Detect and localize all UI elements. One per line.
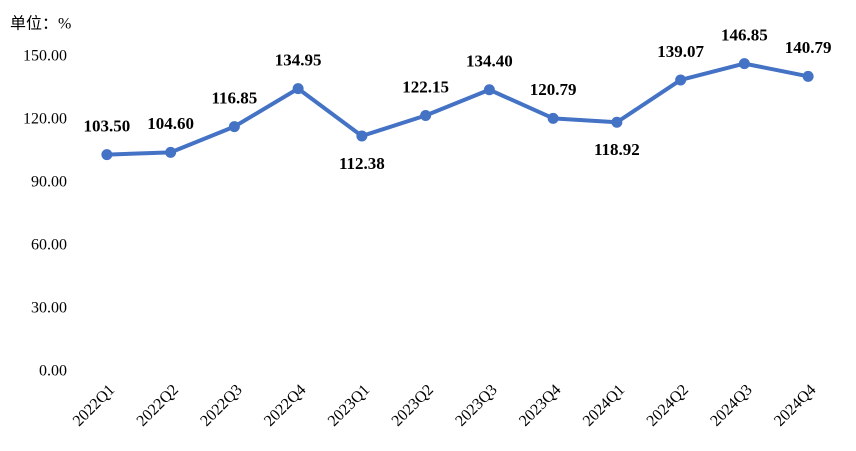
- y-tick-label: 60.00: [31, 237, 67, 254]
- point: [165, 146, 177, 158]
- x-tick-label: 2024Q2: [644, 381, 692, 429]
- point: [802, 70, 814, 82]
- x-tick-label: 2022Q4: [261, 381, 309, 429]
- point: [356, 130, 368, 142]
- y-tick-label: 120.00: [23, 111, 67, 128]
- data-label: 122.15: [402, 77, 449, 96]
- data-label: 134.40: [466, 52, 513, 71]
- x-tick-label: 2022Q2: [134, 381, 182, 429]
- data-label: 139.07: [657, 42, 704, 61]
- point: [228, 121, 240, 133]
- data-label: 103.50: [84, 117, 131, 136]
- data-label: 116.85: [211, 89, 257, 108]
- point: [675, 74, 687, 86]
- x-tick-label: 2022Q1: [70, 381, 118, 429]
- unit-label: 单位：%: [10, 15, 71, 33]
- y-tick-label: 90.00: [31, 174, 67, 191]
- data-label: 140.79: [785, 38, 832, 57]
- y-tick-label: 150.00: [23, 48, 67, 65]
- line: [106, 61, 809, 157]
- y-tick-label: 30.00: [31, 300, 67, 317]
- x-tick-label: 2024Q4: [771, 381, 819, 429]
- point: [101, 149, 113, 161]
- x-tick-label: 2024Q1: [580, 381, 628, 429]
- point: [738, 58, 750, 70]
- data-label: 120.79: [530, 80, 577, 99]
- data-label: 134.95: [275, 51, 322, 70]
- x-tick-label: 2023Q4: [516, 381, 564, 429]
- x-tick-label: 2023Q3: [452, 381, 500, 429]
- point: [420, 109, 432, 121]
- point: [483, 84, 495, 96]
- x-tick-label: 2023Q1: [325, 381, 373, 429]
- data-label: 118.92: [594, 140, 640, 159]
- point: [547, 112, 559, 124]
- y-tick-label: 0.00: [39, 363, 67, 380]
- x-tick-label: 2022Q3: [197, 381, 245, 429]
- data-label: 104.60: [147, 114, 194, 133]
- point: [611, 116, 623, 128]
- x-tick-label: 2024Q3: [707, 381, 755, 429]
- x-tick-label: 2023Q2: [389, 381, 437, 429]
- point: [292, 83, 304, 95]
- data-label: 146.85: [721, 26, 768, 45]
- data-label: 112.38: [339, 154, 385, 173]
